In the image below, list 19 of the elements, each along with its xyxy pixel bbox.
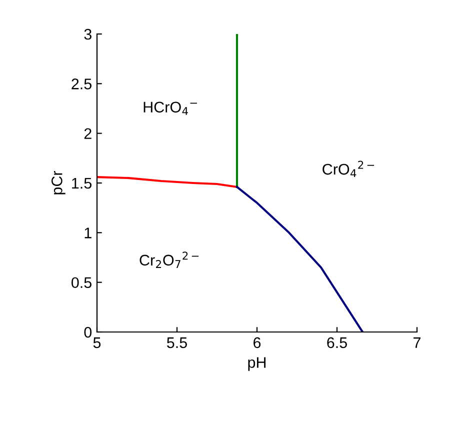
- y-tick-label: 0.5: [72, 277, 92, 288]
- x-tick-label: 5: [93, 337, 101, 348]
- y-tick-label: 0: [84, 326, 92, 338]
- y-tick-label: 1: [84, 228, 92, 238]
- x-tick-label: 6: [254, 337, 261, 348]
- y-tick-label: 1.5: [72, 178, 92, 189]
- line-series: [97, 176, 238, 188]
- y-tick-label: 2.5: [72, 78, 92, 90]
- x-axis-title: pH: [248, 357, 266, 371]
- y-tick-label: 3: [84, 28, 92, 40]
- line-series: [236, 186, 364, 332]
- x-tick-label: 6.5: [327, 337, 347, 348]
- x-tick-label: 5.5: [166, 337, 187, 348]
- y-axis-title: pCr: [52, 170, 66, 194]
- annotation: CrO$_{4}$$^{2−}$: [322, 160, 374, 178]
- annotation: Cr$_{2}$O$_{7}$$^{2−}$: [140, 252, 199, 268]
- annotation: HCrO$_{4}$$^{−}$: [144, 102, 197, 115]
- x-tick-label: 7: [414, 337, 420, 348]
- y-tick-label: 2: [84, 128, 92, 139]
